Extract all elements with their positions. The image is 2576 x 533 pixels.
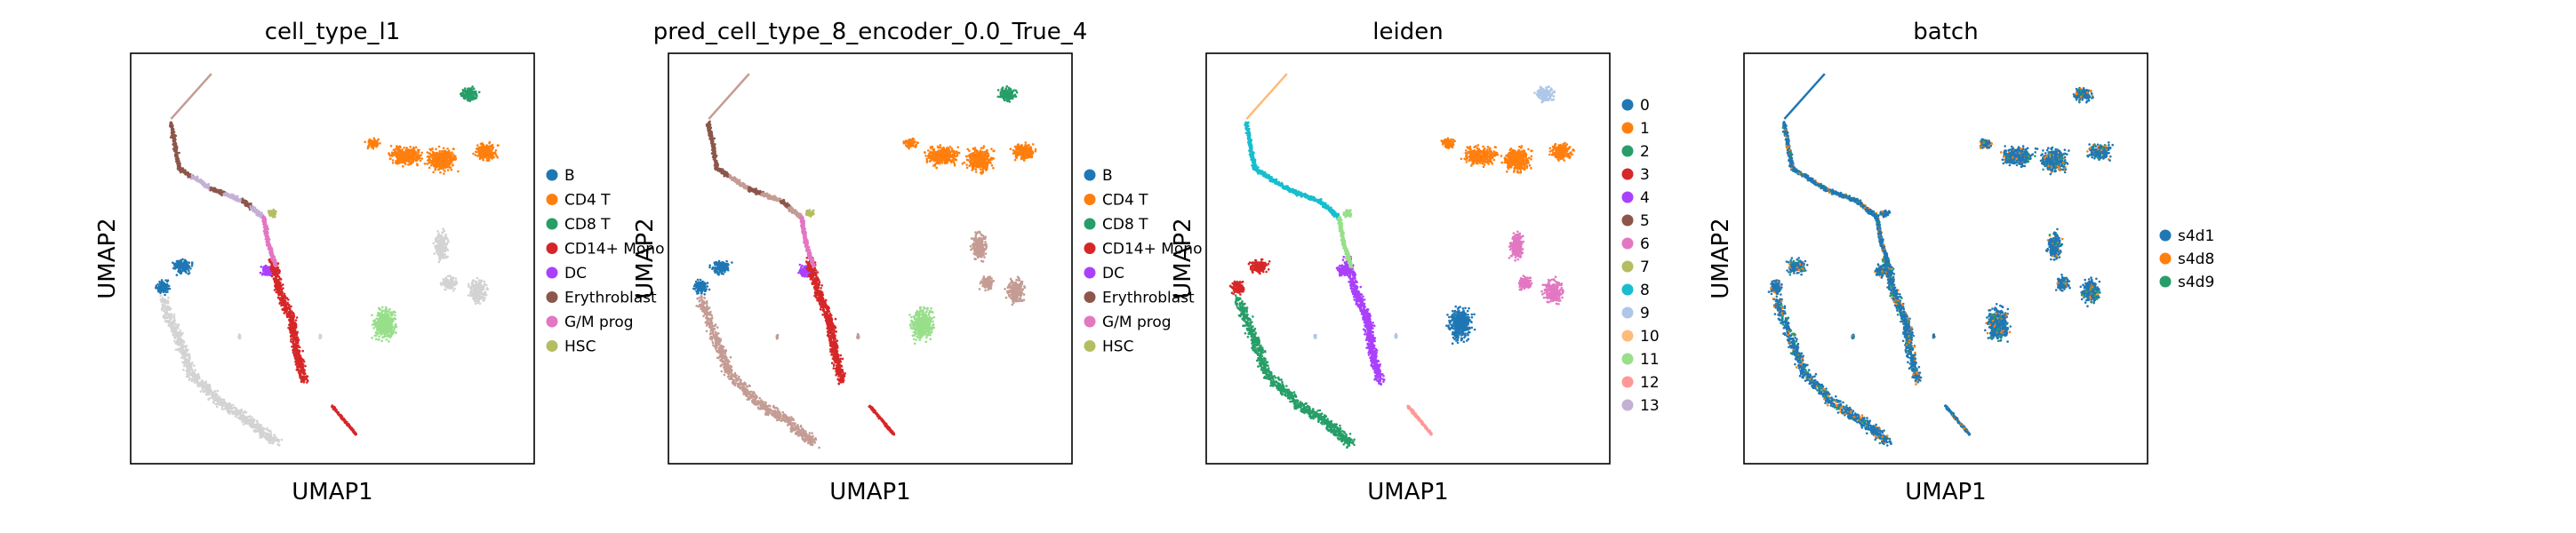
scatter-points — [1767, 73, 2114, 447]
legend-marker — [2159, 252, 2172, 265]
legend-marker — [1621, 99, 1634, 111]
legend-label: 1 — [1640, 120, 1650, 138]
y-axis-label: UMAP2 — [1708, 218, 1734, 298]
legend-label: s4d9 — [2178, 274, 2214, 291]
scatter-points — [155, 73, 500, 447]
axes-frame — [1743, 52, 2148, 465]
legend-marker — [1084, 194, 1096, 205]
panel-title: leiden — [1372, 19, 1443, 45]
legend-marker — [546, 218, 558, 230]
y-axis-label: UMAP2 — [1170, 218, 1196, 298]
legend-marker — [1621, 145, 1634, 157]
legend-label: 4 — [1640, 189, 1650, 207]
legend-marker — [1621, 283, 1634, 296]
panel-3: batch UMAP1 UMAP2 s4d1 s4d8 s4d9 — [1708, 19, 2214, 505]
legend-marker — [1621, 330, 1634, 342]
x-axis-label: UMAP1 — [292, 479, 372, 505]
legend-marker — [546, 340, 558, 352]
y-axis-label: UMAP2 — [94, 218, 121, 298]
legend-label: Erythroblast — [1102, 290, 1195, 307]
legend-marker — [1621, 168, 1634, 180]
axes-frame — [1205, 52, 1611, 465]
legend-label: HSC — [564, 338, 596, 356]
legend-marker — [546, 194, 558, 205]
legend-label: DC — [564, 265, 587, 282]
legend-label: HSC — [1102, 338, 1133, 356]
legend-label: G/M prog — [564, 314, 634, 331]
legend-label: CD14+ Mono — [564, 241, 664, 259]
legend-marker — [1621, 353, 1634, 365]
legend-marker — [1621, 399, 1634, 411]
x-axis-label: UMAP1 — [1367, 479, 1448, 505]
x-axis-label: UMAP1 — [829, 479, 910, 505]
panel-title: cell_type_l1 — [265, 19, 401, 45]
panel-0: cell_type_l1 UMAP1 UMAP2 B CD4 T CD8 T CD14+ M… — [94, 19, 664, 505]
legend-marker — [1084, 169, 1096, 181]
legend-marker — [1621, 260, 1634, 273]
legend-label: B — [564, 167, 575, 185]
legend-marker — [1621, 214, 1634, 227]
legend-label: B — [1102, 167, 1113, 185]
trail-tip — [170, 73, 212, 120]
legend-marker — [1084, 315, 1096, 328]
legend-marker — [1621, 122, 1634, 134]
axes-frame — [668, 52, 1073, 465]
legend-marker — [1621, 376, 1634, 388]
legend-label: CD8 T — [1102, 216, 1148, 234]
legend-marker — [546, 243, 558, 254]
legend-label: CD8 T — [564, 216, 611, 234]
legend-label: 9 — [1640, 305, 1650, 322]
panel-title: batch — [1913, 19, 1978, 45]
legend-marker — [1084, 243, 1096, 254]
legend-marker — [546, 169, 558, 181]
legend-marker — [1084, 218, 1096, 230]
legend-label: 8 — [1640, 282, 1650, 299]
x-axis-label: UMAP1 — [1905, 479, 1986, 505]
legend-label: s4d1 — [2178, 227, 2214, 245]
legend-marker — [1084, 291, 1096, 303]
legend-label: CD14+ Mono — [1102, 241, 1202, 259]
legend-marker — [546, 266, 558, 279]
trail-tip — [1245, 73, 1288, 120]
legend-label: 3 — [1640, 166, 1650, 184]
legend-label: CD4 T — [564, 192, 611, 210]
legend-label: Erythroblast — [564, 290, 657, 307]
legend-label: 6 — [1640, 235, 1650, 253]
legend-label: 11 — [1640, 351, 1660, 369]
y-axis-label: UMAP2 — [632, 218, 659, 298]
legend-label: 12 — [1640, 374, 1660, 392]
legend-label: DC — [1102, 265, 1124, 282]
legend-marker — [546, 315, 558, 328]
legend-label: 0 — [1640, 97, 1650, 115]
axes-frame — [130, 52, 535, 465]
legend-label: 5 — [1640, 212, 1650, 230]
panel-1: pred_cell_type_8_encoder_0.0_True_4 UMAP1… — [632, 19, 1202, 505]
legend-marker — [1084, 266, 1096, 279]
legend-label: CD4 T — [1102, 192, 1148, 210]
trail-tip — [1783, 73, 1826, 120]
legend-label: s4d8 — [2178, 251, 2214, 268]
legend-marker — [2159, 275, 2172, 288]
legend-marker — [1621, 306, 1634, 319]
panels-layer: cell_type_l1 UMAP1 UMAP2 B CD4 T CD8 T CD14+ M… — [94, 19, 2214, 505]
legend-label: G/M prog — [1102, 314, 1172, 331]
legend-marker — [2159, 229, 2172, 242]
panel-title: pred_cell_type_8_encoder_0.0_True_4 — [653, 19, 1087, 45]
legend-label: 13 — [1640, 397, 1660, 415]
scatter-points — [1228, 73, 1575, 449]
legend-label: 7 — [1640, 259, 1650, 276]
legend-marker — [1621, 191, 1634, 203]
legend-marker — [1084, 340, 1096, 352]
legend-marker — [1621, 237, 1634, 250]
legend-marker — [546, 291, 558, 303]
legend-label: 2 — [1640, 143, 1650, 161]
legend-label: 10 — [1640, 328, 1660, 346]
trail-tip — [708, 73, 750, 120]
scatter-points — [692, 73, 1037, 449]
